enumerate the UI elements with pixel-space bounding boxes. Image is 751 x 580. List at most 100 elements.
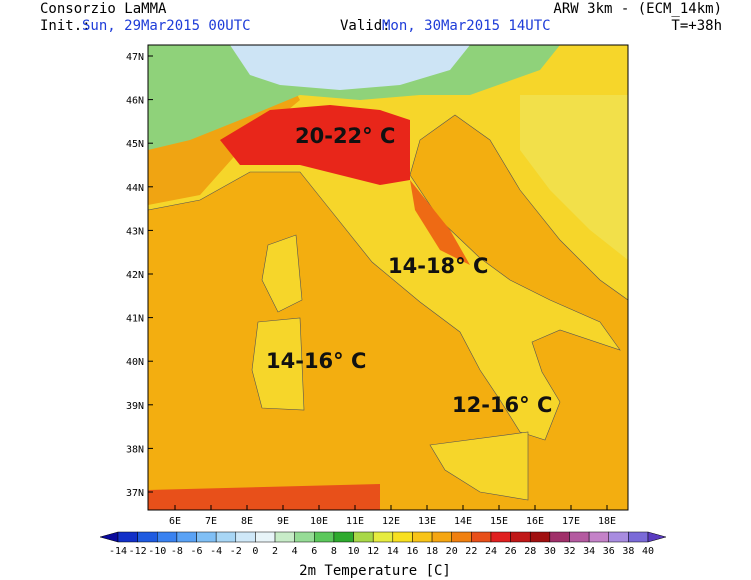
lat-label: 41N xyxy=(126,314,144,325)
colorbar-segment xyxy=(274,531,295,543)
colorbar-segment xyxy=(157,531,178,543)
lon-label: 14E xyxy=(454,516,472,527)
init-time: Sun, 29Mar2015 00UTC xyxy=(82,18,251,34)
valid-time: Mon, 30Mar2015 14UTC xyxy=(382,18,551,34)
colorbar-arrow-high xyxy=(647,531,667,543)
alps-snow xyxy=(230,45,470,90)
colorbar-label: 36 xyxy=(603,546,615,557)
lat-label: 46N xyxy=(126,96,144,107)
colorbar-label: 26 xyxy=(505,546,517,557)
colorbar-segment xyxy=(569,531,590,543)
region-annotation: 12-16° C xyxy=(452,393,552,417)
colorbar-segment xyxy=(588,531,609,543)
colorbar-arrow-low xyxy=(99,531,119,543)
map xyxy=(147,44,629,511)
lat-label: 39N xyxy=(126,401,144,412)
colorbar-label: 16 xyxy=(406,546,418,557)
lead-time: T=+38h xyxy=(671,18,722,34)
colorbar-segment xyxy=(471,531,492,543)
colorbar-segment xyxy=(255,531,276,543)
colorbar-label: -6 xyxy=(190,546,202,557)
colorbar-segment xyxy=(372,531,394,543)
lat-label: 45N xyxy=(126,139,144,150)
colorbar-label: -14 xyxy=(109,546,127,557)
africa xyxy=(148,484,380,510)
balkans xyxy=(520,95,628,260)
colorbar-label: 14 xyxy=(387,546,399,557)
lon-label: 10E xyxy=(310,516,328,527)
lat-label: 38N xyxy=(126,444,144,455)
sicily xyxy=(429,431,529,501)
region-annotation: 14-16° C xyxy=(266,349,366,373)
lat-label: 43N xyxy=(126,226,144,237)
colorbar-label: 28 xyxy=(524,546,536,557)
lat-label: 42N xyxy=(126,270,144,281)
colorbar-segment xyxy=(215,531,237,543)
colorbar-label: 10 xyxy=(348,546,360,557)
colorbar-segment xyxy=(392,531,413,543)
colorbar-segment xyxy=(196,531,217,543)
lon-label: 8E xyxy=(241,516,253,527)
colorbar-label: 8 xyxy=(331,546,337,557)
colorbar-label: 0 xyxy=(252,546,258,557)
overlay: 47N 46N 45N 44N 43N 42N 41N 40N 39N 38N 37N 6E 7E 8E 9… xyxy=(99,52,667,579)
lon-label: 11E xyxy=(346,516,364,527)
colorbar-label: -4 xyxy=(210,546,222,557)
colorbar-segment xyxy=(412,531,433,543)
colorbar-label: 40 xyxy=(642,546,654,557)
region-annotation: 14-18° C xyxy=(388,254,488,278)
po-valley xyxy=(220,105,410,185)
lon-label: 17E xyxy=(562,516,580,527)
lat-label: 40N xyxy=(126,357,144,368)
colorbar-segment xyxy=(431,531,452,543)
lon-label: 9E xyxy=(277,516,289,527)
colorbar-label: 6 xyxy=(311,546,317,557)
map-frame xyxy=(147,44,629,511)
colorbar-label: -12 xyxy=(129,546,147,557)
colorbar-segment xyxy=(549,531,570,543)
lon-label: 7E xyxy=(205,516,217,527)
colorbar-label: 32 xyxy=(563,546,575,557)
colorbar-segment xyxy=(137,531,158,543)
colorbar-segment xyxy=(333,531,354,543)
lon-label: 15E xyxy=(490,516,508,527)
apennines xyxy=(410,180,470,265)
colorbar-segment xyxy=(490,531,511,543)
lon-label: 6E xyxy=(169,516,181,527)
colorbar-segment xyxy=(176,531,197,543)
colorbar-label: 2 xyxy=(272,546,278,557)
lat-label: 44N xyxy=(126,183,144,194)
region-annotation: 20-22° C xyxy=(295,124,395,148)
colorbar-segment xyxy=(529,531,551,543)
lat-label: 37N xyxy=(126,488,144,499)
valid-label: Valid: xyxy=(340,18,391,34)
lon-label: 12E xyxy=(382,516,400,527)
colorbar-label: -10 xyxy=(148,546,166,557)
colorbar-segment xyxy=(451,531,472,543)
colorbar-label: -8 xyxy=(171,546,183,557)
sardinia xyxy=(251,317,305,411)
lon-label: 13E xyxy=(418,516,436,527)
colorbar-segment xyxy=(314,531,335,543)
lon-label: 18E xyxy=(598,516,616,527)
colorbar-segment xyxy=(353,531,374,543)
colorbar-label: 20 xyxy=(446,546,458,557)
colorbar-label: 18 xyxy=(426,546,438,557)
lon-label: 16E xyxy=(526,516,544,527)
source: Consorzio LaMMA xyxy=(40,1,167,17)
colorbar-label: 24 xyxy=(485,546,497,557)
colorbar-segment xyxy=(117,531,138,543)
colorbar-label: -2 xyxy=(230,546,242,557)
lat-label: 47N xyxy=(126,52,144,63)
model: ARW 3km - (ECM_14km) xyxy=(553,1,722,17)
init-label: Init.: xyxy=(40,18,91,34)
colorbar-segment xyxy=(628,531,649,543)
colorbar-label: 34 xyxy=(583,546,595,557)
colorbar-label: 38 xyxy=(622,546,634,557)
colorbar-label: 4 xyxy=(292,546,298,557)
colorbar-segment xyxy=(294,531,315,543)
colorbar-segment xyxy=(608,531,629,543)
colorbar-label: 30 xyxy=(544,546,556,557)
corsica xyxy=(261,234,303,313)
